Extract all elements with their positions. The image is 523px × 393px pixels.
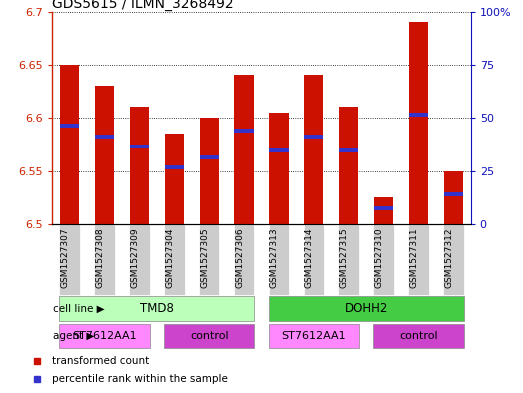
- FancyBboxPatch shape: [269, 324, 359, 348]
- Text: GSM1527313: GSM1527313: [270, 228, 279, 288]
- Text: agent ▶: agent ▶: [53, 331, 94, 341]
- Text: GSM1527309: GSM1527309: [130, 228, 140, 288]
- FancyBboxPatch shape: [164, 224, 185, 295]
- Bar: [304, 135, 323, 139]
- FancyBboxPatch shape: [338, 224, 359, 295]
- Text: cell line ▶: cell line ▶: [53, 303, 104, 314]
- Text: GSM1527307: GSM1527307: [61, 228, 70, 288]
- Bar: [269, 112, 289, 224]
- Bar: [409, 113, 428, 117]
- Bar: [130, 107, 149, 224]
- Bar: [200, 155, 219, 159]
- Text: DOHH2: DOHH2: [345, 302, 388, 315]
- FancyBboxPatch shape: [234, 224, 254, 295]
- Text: ST7612AA1: ST7612AA1: [281, 331, 346, 341]
- Bar: [234, 129, 254, 132]
- Bar: [60, 125, 79, 128]
- Text: GSM1527308: GSM1527308: [96, 228, 105, 288]
- FancyBboxPatch shape: [269, 224, 289, 295]
- Bar: [269, 148, 289, 152]
- Bar: [234, 75, 254, 224]
- Bar: [95, 86, 114, 224]
- Text: percentile rank within the sample: percentile rank within the sample: [52, 374, 228, 384]
- Bar: [444, 193, 463, 196]
- FancyBboxPatch shape: [199, 224, 220, 295]
- Text: GSM1527306: GSM1527306: [235, 228, 244, 288]
- FancyBboxPatch shape: [303, 224, 324, 295]
- FancyBboxPatch shape: [443, 224, 463, 295]
- Text: GDS5615 / ILMN_3268492: GDS5615 / ILMN_3268492: [52, 0, 234, 11]
- Bar: [304, 75, 323, 224]
- Bar: [339, 148, 358, 152]
- FancyBboxPatch shape: [373, 324, 463, 348]
- Text: GSM1527311: GSM1527311: [410, 228, 418, 288]
- Text: control: control: [190, 331, 229, 341]
- Text: TMD8: TMD8: [140, 302, 174, 315]
- FancyBboxPatch shape: [373, 224, 394, 295]
- Text: GSM1527312: GSM1527312: [444, 228, 453, 288]
- Bar: [444, 171, 463, 224]
- Bar: [165, 165, 184, 169]
- Bar: [374, 197, 393, 224]
- Bar: [95, 135, 114, 139]
- Text: GSM1527315: GSM1527315: [339, 228, 349, 288]
- FancyBboxPatch shape: [408, 224, 429, 295]
- Text: control: control: [399, 331, 438, 341]
- FancyBboxPatch shape: [129, 224, 150, 295]
- Text: ST7612AA1: ST7612AA1: [72, 331, 137, 341]
- Text: GSM1527314: GSM1527314: [305, 228, 314, 288]
- Bar: [60, 65, 79, 224]
- Bar: [409, 22, 428, 224]
- Bar: [339, 107, 358, 224]
- Text: transformed count: transformed count: [52, 356, 150, 366]
- FancyBboxPatch shape: [269, 296, 463, 321]
- FancyBboxPatch shape: [60, 296, 254, 321]
- Text: GSM1527310: GSM1527310: [374, 228, 383, 288]
- Text: GSM1527304: GSM1527304: [165, 228, 174, 288]
- Bar: [130, 145, 149, 149]
- FancyBboxPatch shape: [60, 224, 80, 295]
- Bar: [165, 134, 184, 224]
- FancyBboxPatch shape: [164, 324, 254, 348]
- Text: GSM1527305: GSM1527305: [200, 228, 209, 288]
- FancyBboxPatch shape: [60, 324, 150, 348]
- FancyBboxPatch shape: [94, 224, 115, 295]
- Bar: [374, 206, 393, 210]
- Bar: [200, 118, 219, 224]
